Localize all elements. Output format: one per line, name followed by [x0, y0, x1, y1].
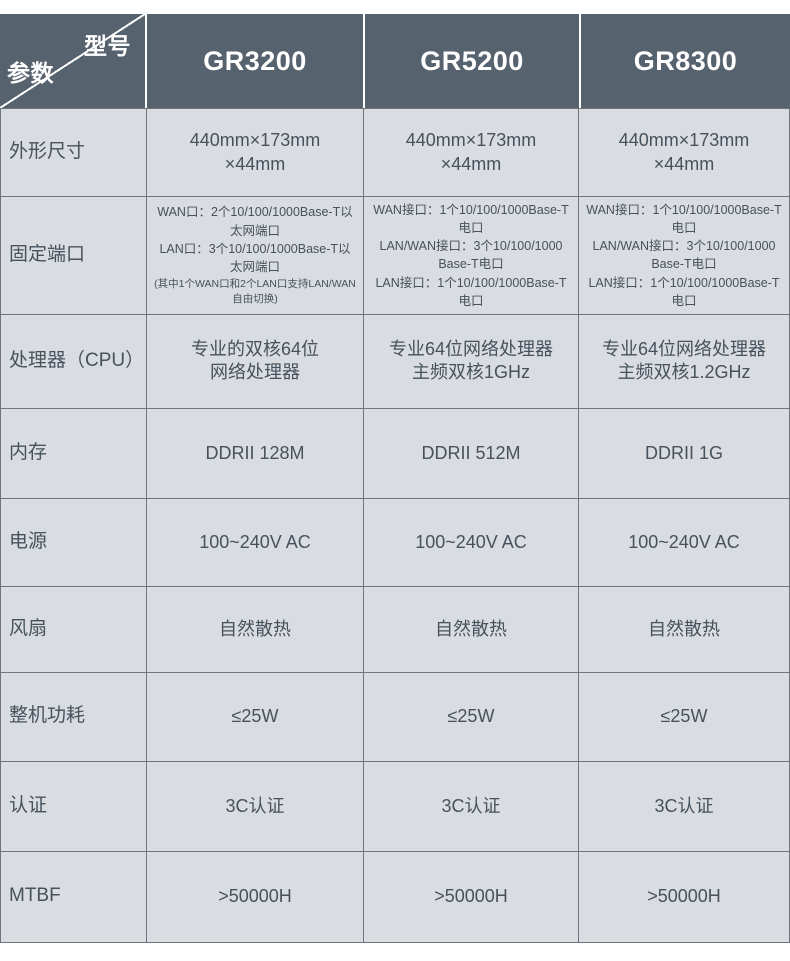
spec-cell: 专业64位网络处理器 主频双核1.2GHz: [579, 314, 789, 408]
spec-cell: ≤25W: [364, 672, 578, 761]
spec-cell: ≤25W: [579, 672, 789, 761]
row-label-power-supply: 电源: [1, 498, 146, 586]
row-label-fan: 风扇: [1, 586, 146, 672]
ports-text: WAN口：2个10/100/1000Base-T以 太网端口 LAN口：3个10…: [157, 205, 353, 274]
spec-cell: DDRII 1G: [579, 408, 789, 498]
row-label-certification: 认证: [1, 761, 146, 851]
corner-cell: 型号 参数: [0, 14, 145, 108]
spec-cell: >50000H: [364, 851, 578, 942]
spec-cell: WAN接口：1个10/100/1000Base-T 电口 LAN/WAN接口：3…: [364, 197, 578, 314]
spec-cell: 自然散热: [579, 586, 789, 672]
spec-cell: 3C认证: [147, 761, 363, 851]
table-header: 型号 参数 GR3200 GR5200 GR8300: [0, 14, 790, 108]
corner-label-parameter: 参数: [7, 60, 54, 86]
row-label-mtbf: MTBF: [1, 851, 146, 942]
row-label-dimensions: 外形尺寸: [1, 109, 146, 196]
spec-cell: 100~240V AC: [147, 498, 363, 586]
row-label-memory: 内存: [1, 408, 146, 498]
spec-cell: DDRII 128M: [147, 408, 363, 498]
column-header-gr8300: GR8300: [581, 14, 790, 108]
ports-note: (其中1个WAN口和2个LAN口支持LAN/WAN自由切换): [154, 277, 356, 306]
row-label-fixed-ports: 固定端口: [1, 197, 146, 314]
row-label-power-consumption: 整机功耗: [1, 672, 146, 761]
spec-cell: 440mm×173mm ×44mm: [147, 109, 363, 196]
spec-cell: WAN接口：1个10/100/1000Base-T 电口 LAN/WAN接口：3…: [579, 197, 789, 314]
spec-cell: 100~240V AC: [364, 498, 578, 586]
spec-cell: DDRII 512M: [364, 408, 578, 498]
spec-cell: >50000H: [147, 851, 363, 942]
spec-cell: 专业64位网络处理器 主频双核1GHz: [364, 314, 578, 408]
spec-table: 外形尺寸 440mm×173mm ×44mm 440mm×173mm ×44mm…: [0, 108, 790, 943]
spec-cell: 3C认证: [579, 761, 789, 851]
spec-cell: >50000H: [579, 851, 789, 942]
spec-cell: 自然散热: [364, 586, 578, 672]
spec-cell: ≤25W: [147, 672, 363, 761]
column-header-gr3200: GR3200: [147, 14, 363, 108]
column-header-gr5200: GR5200: [365, 14, 579, 108]
spec-cell: 专业的双核64位 网络处理器: [147, 314, 363, 408]
spec-cell: 440mm×173mm ×44mm: [579, 109, 789, 196]
spec-cell: WAN口：2个10/100/1000Base-T以 太网端口 LAN口：3个10…: [147, 197, 363, 314]
spec-cell: 3C认证: [364, 761, 578, 851]
spec-cell: 100~240V AC: [579, 498, 789, 586]
spec-cell: 自然散热: [147, 586, 363, 672]
spec-cell: 440mm×173mm ×44mm: [364, 109, 578, 196]
corner-label-model: 型号: [84, 33, 131, 59]
row-label-cpu: 处理器（CPU）: [1, 314, 146, 408]
